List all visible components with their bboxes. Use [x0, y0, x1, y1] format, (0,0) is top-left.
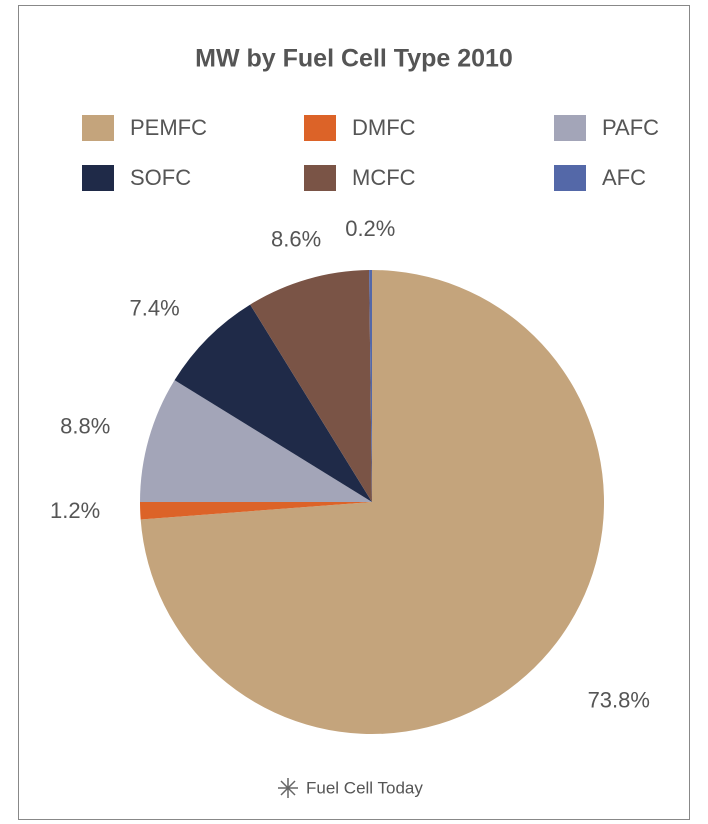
legend-swatch: [304, 115, 336, 141]
legend-swatch: [82, 165, 114, 191]
legend-swatch: [304, 165, 336, 191]
value-label: 0.2%: [345, 216, 395, 241]
legend-label: SOFC: [130, 165, 191, 190]
legend-swatch: [554, 165, 586, 191]
chart-title: MW by Fuel Cell Type 2010: [195, 45, 513, 73]
legend-label: MCFC: [352, 165, 416, 190]
pie-slice: [250, 270, 372, 502]
legend-label: DMFC: [352, 115, 416, 140]
pie-slice: [369, 270, 372, 502]
pie-slice: [174, 304, 372, 502]
value-label: 1.2%: [50, 498, 100, 523]
pie-slice: [140, 380, 372, 502]
value-label: 73.8%: [588, 688, 650, 713]
legend-label: PEMFC: [130, 115, 207, 140]
pie-slice: [140, 270, 605, 734]
legend-label: PAFC: [602, 115, 659, 140]
legend-swatch: [82, 115, 114, 141]
value-label: 8.8%: [60, 414, 110, 439]
source: Fuel Cell Today: [306, 778, 423, 797]
legend-label: AFC: [602, 165, 646, 190]
value-label: 8.6%: [271, 227, 321, 252]
source-icon: [278, 778, 298, 798]
value-label: 7.4%: [130, 295, 180, 320]
pie-slice: [140, 502, 372, 520]
legend-swatch: [554, 115, 586, 141]
